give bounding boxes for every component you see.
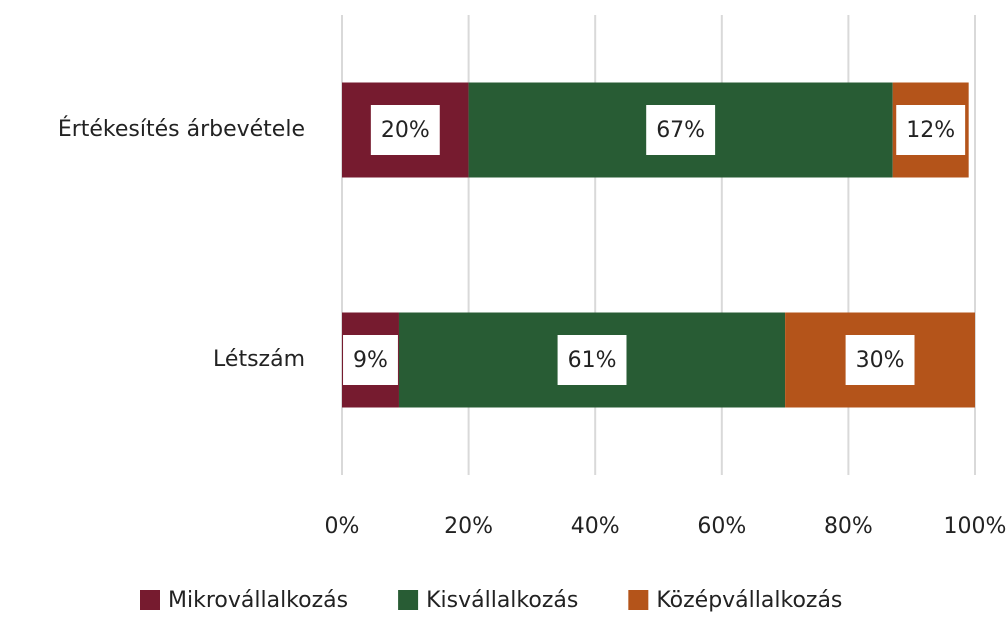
data-label-box (896, 105, 966, 155)
y-tick-label: Értékesítés árbevétele (58, 116, 305, 142)
legend-swatch (398, 590, 419, 610)
data-label-box (343, 335, 398, 385)
data-label-box (646, 105, 716, 155)
data-label-box (557, 335, 627, 385)
legend-swatch (140, 590, 160, 610)
x-tick-label: 60% (697, 514, 746, 539)
y-tick-label: Létszám (213, 347, 305, 372)
x-tick-label: 40% (571, 514, 620, 539)
legend-label: Kisvállalkozás (426, 588, 578, 613)
legend-label: Mikrovállalkozás (168, 588, 348, 613)
legend-label: Középvállalkozás (656, 588, 842, 613)
x-tick-label: 100% (944, 514, 1007, 539)
x-tick-label: 80% (824, 514, 873, 539)
data-label-box (845, 335, 915, 385)
data-label: 9% (353, 348, 388, 373)
data-label: 67% (656, 118, 705, 143)
x-tick-label: 20% (444, 514, 493, 539)
x-tick-label: 0% (325, 514, 360, 539)
data-label: 12% (906, 118, 955, 143)
legend-swatch (628, 590, 649, 610)
data-label: 20% (381, 118, 430, 143)
data-label: 30% (856, 348, 905, 373)
data-label: 61% (568, 348, 617, 373)
data-label-box (370, 105, 440, 155)
